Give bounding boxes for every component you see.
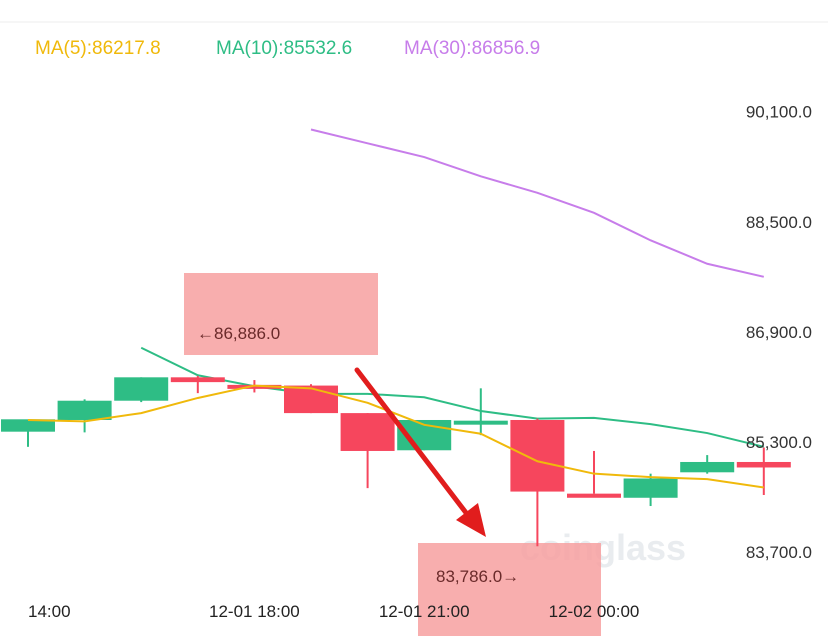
price-axis: 90,100.0 88,500.0 86,900.0 85,300.0 83,700.0 xyxy=(746,103,812,563)
ma30-line-group xyxy=(310,128,765,278)
candle-down xyxy=(567,493,621,498)
trend-arrow-head xyxy=(456,503,486,537)
time-tick-label: 12-01 18:00 xyxy=(209,602,300,621)
legend-ma30: MA(30):86856.9 xyxy=(404,38,540,59)
candle-down xyxy=(227,384,282,389)
price-tick-label: 88,500.0 xyxy=(746,213,812,232)
legend-ma5: MA(5):86217.8 xyxy=(35,38,161,59)
annotation-highlights xyxy=(184,273,601,636)
time-tick-label: 14:00 xyxy=(28,602,71,621)
time-tick-label: 12-01 21:00 xyxy=(379,602,470,621)
candle-up xyxy=(623,478,678,498)
candles-group xyxy=(1,375,791,547)
price-tick-label: 90,100.0 xyxy=(746,103,812,122)
ma30-line xyxy=(310,128,765,278)
candle-down xyxy=(170,377,225,383)
time-axis: 14:00 12-01 18:00 12-01 21:00 12-02 00:00 xyxy=(28,602,639,621)
ma-legend: MA(5):86217.8 MA(10):85532.6 MA(30):8685… xyxy=(35,38,540,59)
candle-up xyxy=(57,400,112,420)
high-annotation-label: ←86,886.0 xyxy=(197,324,280,343)
candle-down xyxy=(284,385,338,414)
low-annotation-label: 83,786.0→ xyxy=(436,567,519,586)
time-tick-label: 12-02 00:00 xyxy=(549,602,640,621)
ma5-line-group xyxy=(27,384,764,489)
price-tick-label: 83,700.0 xyxy=(746,543,812,562)
low-highlight-box xyxy=(418,543,601,636)
candle-down xyxy=(736,461,791,468)
ma5-line xyxy=(27,384,764,489)
candle-up xyxy=(114,377,169,401)
price-tick-label: 85,300.0 xyxy=(746,433,812,452)
legend-ma10: MA(10):85532.6 xyxy=(216,38,352,59)
candle-down xyxy=(340,413,395,451)
price-tick-label: 86,900.0 xyxy=(746,323,812,342)
candle-up xyxy=(680,461,735,473)
candle-up xyxy=(1,419,55,432)
trend-arrow xyxy=(354,367,486,537)
high-highlight-box xyxy=(184,273,378,355)
trend-arrow-shaft xyxy=(354,367,473,521)
ma10-line xyxy=(140,346,765,448)
candle-down xyxy=(510,419,565,492)
ma10-line-group xyxy=(140,346,765,448)
candle-up xyxy=(453,420,508,425)
